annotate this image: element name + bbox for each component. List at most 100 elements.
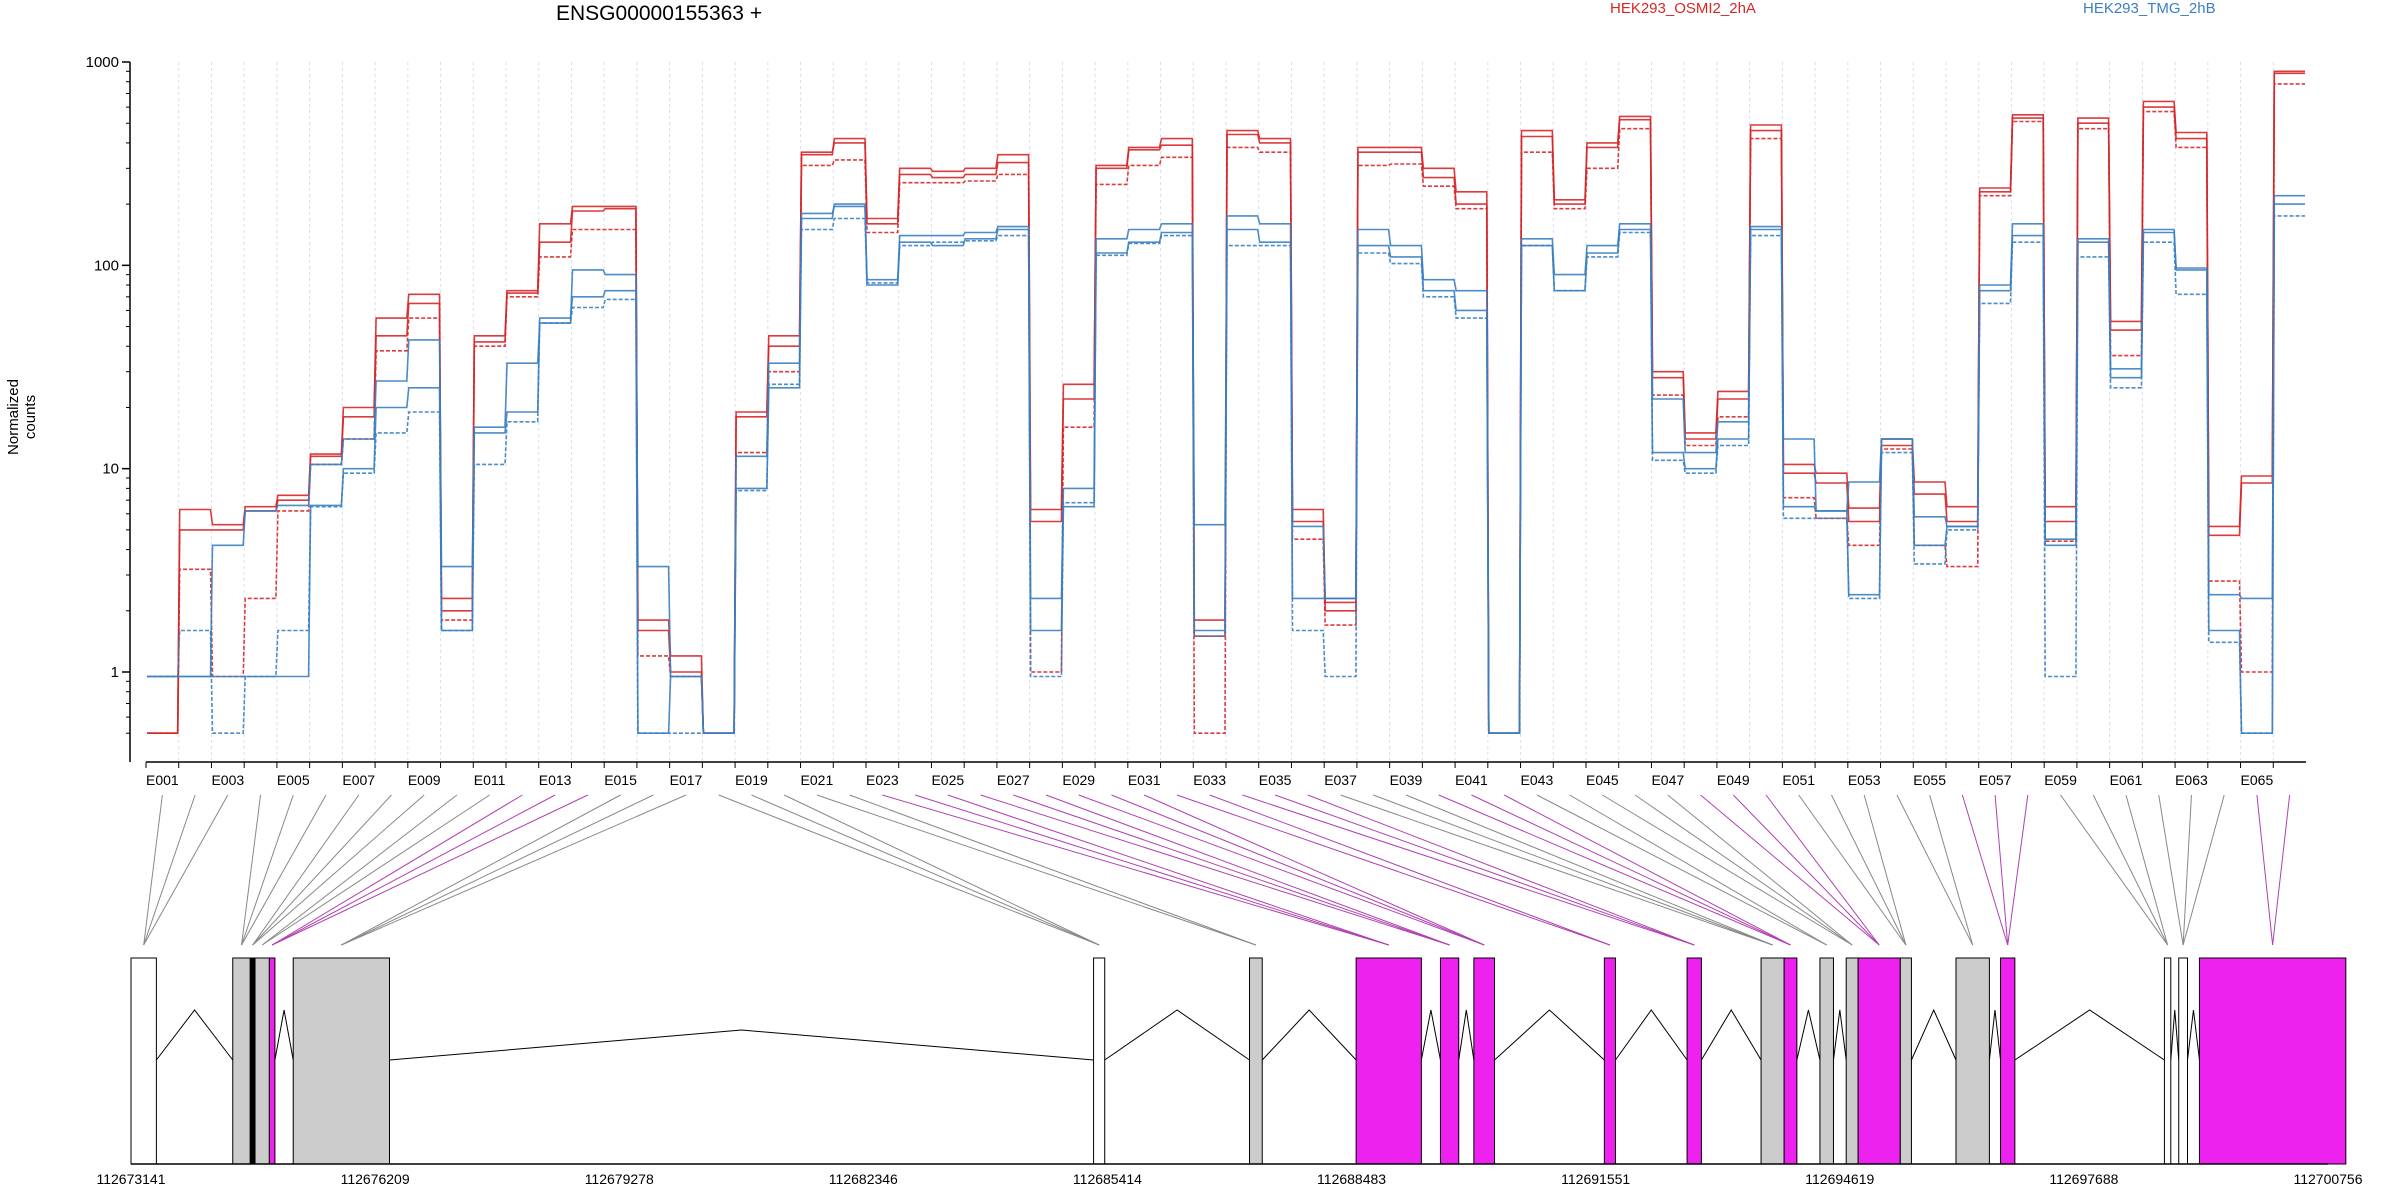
intron-line <box>155 1009 234 1061</box>
exon-connector <box>271 794 523 946</box>
genome-tick-label: 112682346 <box>829 1171 898 1187</box>
exon-connector <box>1961 794 2009 946</box>
intron-line <box>274 1009 294 1061</box>
exon-label: E009 <box>408 772 441 788</box>
genome-tick-label: 112679278 <box>585 1171 654 1187</box>
exon-block <box>2198 957 2347 1165</box>
exon-label: E063 <box>2175 772 2208 788</box>
exon-connector <box>882 794 1389 946</box>
exon-connector <box>341 794 654 946</box>
exon-connector <box>1078 794 1485 946</box>
exon-block <box>292 957 390 1165</box>
exon-connector <box>1013 794 1450 946</box>
intron-line <box>1615 1009 1688 1061</box>
exon-block <box>1899 957 1912 1165</box>
intron-line <box>1910 1008 1957 1061</box>
y-tick-label: 10 <box>102 461 119 478</box>
exon-connector <box>980 794 1450 946</box>
exon-label: E001 <box>146 772 179 788</box>
exon-connector <box>2092 794 2169 946</box>
exon-block <box>2163 957 2172 1165</box>
genome-tick-label: 112694619 <box>1805 1171 1874 1187</box>
exon-connector <box>1667 794 1853 946</box>
exon-connector <box>914 794 1389 946</box>
exon-connector <box>1831 794 1907 946</box>
exon-connector <box>1209 794 1611 946</box>
exon-label: E065 <box>2241 772 2274 788</box>
exon-connector <box>252 794 392 946</box>
intron-line <box>1261 1009 1357 1061</box>
exon-connector <box>143 794 163 946</box>
exon-connector <box>1602 794 1853 946</box>
exon-label: E017 <box>670 772 703 788</box>
exon-connector <box>2007 794 2029 946</box>
exon-connector <box>947 794 1389 946</box>
exon-connector <box>2256 794 2274 946</box>
exon-connector <box>341 794 621 946</box>
series-line <box>147 215 2305 734</box>
exon-connector <box>1242 794 1695 946</box>
exon-label: E015 <box>604 772 637 788</box>
exon-label: E007 <box>342 772 375 788</box>
exon-connector <box>1405 794 1773 946</box>
exon-label: E037 <box>1324 772 1357 788</box>
exon-connector <box>1765 794 1880 946</box>
exon-connector <box>1569 794 1827 946</box>
exon-connector <box>1863 794 1907 946</box>
exon-connector <box>261 794 490 946</box>
exon-label: E005 <box>277 772 310 788</box>
exon-connector <box>241 794 262 946</box>
exon-block <box>232 957 251 1165</box>
exon-connector <box>252 794 360 946</box>
exon-connector <box>241 794 294 946</box>
exon-block <box>1473 957 1496 1165</box>
intron-line <box>1988 1009 2002 1061</box>
exon-block <box>130 957 157 1165</box>
exon-block <box>1819 957 1834 1165</box>
exon-connector <box>783 794 1100 946</box>
exon-connector <box>1111 794 1485 946</box>
exon-label: E011 <box>474 772 506 788</box>
exon-connector <box>271 794 589 946</box>
exon-connector <box>2182 794 2192 946</box>
exon-connector <box>1634 794 1853 946</box>
exon-label: E045 <box>1586 772 1619 788</box>
intron-line <box>1832 1009 1847 1061</box>
exon-block <box>2178 957 2189 1165</box>
exon-label: E055 <box>1913 772 1946 788</box>
exon-label: E051 <box>1782 772 1815 788</box>
intron-line <box>389 1029 1094 1061</box>
exon-label: E003 <box>211 772 244 788</box>
exon-connector <box>143 794 196 946</box>
exon-label: E029 <box>1062 772 1095 788</box>
exon-connector <box>849 794 1257 946</box>
genome-tick-label: 112673141 <box>96 1171 165 1187</box>
intron-line <box>1458 1009 1475 1061</box>
exon-connector <box>1700 794 1880 946</box>
exon-connector <box>1373 794 1773 946</box>
intron-line <box>1796 1009 1821 1061</box>
exon-connector <box>1307 794 1695 946</box>
intron-line <box>1420 1009 1441 1061</box>
exon-connector <box>1536 794 1827 946</box>
exon-connector <box>2272 794 2291 946</box>
exon-label: E033 <box>1193 772 1226 788</box>
exon-connector <box>1503 794 1791 946</box>
series-line <box>147 203 2305 734</box>
exon-connector <box>2158 794 2184 946</box>
exon-connector <box>1929 794 1974 946</box>
exon-connector <box>718 794 1100 946</box>
exon-block <box>1249 957 1263 1165</box>
exon-block <box>249 957 256 1165</box>
exon-block <box>268 957 276 1165</box>
exon-connector <box>252 794 425 946</box>
exon-block <box>1845 957 1859 1165</box>
exon-connector <box>1438 794 1791 946</box>
exon-connector <box>1896 794 1974 946</box>
exon-connector <box>341 794 687 946</box>
exon-block <box>1439 957 1460 1165</box>
exon-connector <box>1274 794 1695 946</box>
exon-label: E059 <box>2044 772 2077 788</box>
genome-tick-label: 112685414 <box>1073 1171 1142 1187</box>
